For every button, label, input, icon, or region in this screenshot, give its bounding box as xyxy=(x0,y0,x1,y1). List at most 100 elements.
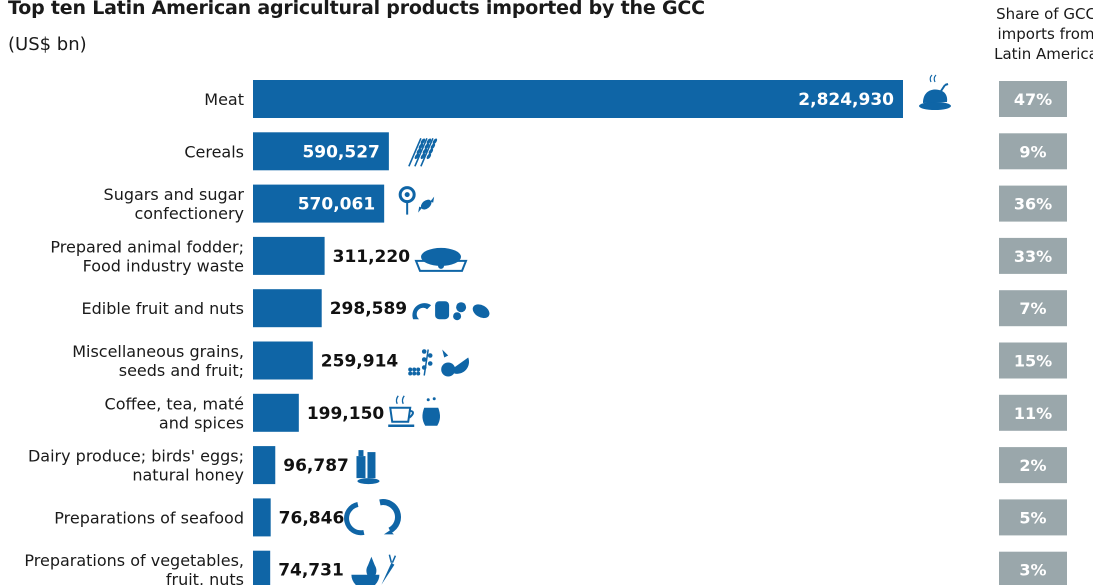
grain-shape xyxy=(416,148,422,155)
bar xyxy=(253,289,322,328)
almond-shape xyxy=(472,304,490,319)
value-label: 74,731 xyxy=(278,561,344,581)
bar xyxy=(253,341,313,380)
category-label-line: Miscellaneous grains, xyxy=(72,342,244,361)
category-label: Miscellaneous grains, seeds and fruit; xyxy=(72,342,244,380)
value-label: 311,220 xyxy=(333,247,411,267)
category-label: Meat xyxy=(204,90,244,109)
dairy-icon xyxy=(356,450,380,485)
category-label-line: Edible fruit and nuts xyxy=(82,299,244,318)
share-label: 11% xyxy=(1014,404,1052,423)
category-label: Cereals xyxy=(184,142,244,161)
steam-shape xyxy=(395,395,405,405)
berry-shape xyxy=(421,349,427,354)
berry-shape xyxy=(421,365,427,370)
share-badge xyxy=(999,394,1067,431)
berry-shape xyxy=(421,357,427,362)
cashew-shape xyxy=(412,303,432,320)
chart-title: Top ten Latin American agricultural prod… xyxy=(8,0,705,19)
lollipop-center-shape xyxy=(404,192,410,198)
bar xyxy=(253,132,389,171)
bar xyxy=(253,236,325,275)
bottle-neck-shape xyxy=(358,450,364,457)
grain-shape xyxy=(426,153,432,160)
cup-handle-shape xyxy=(408,409,414,419)
plate-shape xyxy=(919,102,951,110)
melon-shape xyxy=(351,574,380,585)
share-badge xyxy=(999,237,1067,274)
grain-shape xyxy=(418,143,424,150)
grain-shape xyxy=(430,143,436,150)
share-badge xyxy=(999,447,1067,484)
share-badge xyxy=(999,551,1067,585)
stalk-shape xyxy=(420,137,434,167)
category-label-line: Sugars and sugar xyxy=(104,185,245,204)
berry-shape xyxy=(427,361,433,366)
stem-shape xyxy=(423,349,429,376)
melon-slice-shape xyxy=(454,357,470,374)
share-badge xyxy=(999,133,1067,170)
category-label-line: Dairy produce; birds' eggs; xyxy=(28,447,244,466)
leaf-shape xyxy=(442,349,449,358)
wrapped-candy-shape xyxy=(420,199,432,210)
share-label: 2% xyxy=(1019,456,1046,475)
category-label-line: Coffee, tea, maté xyxy=(105,394,244,413)
category-label: Prepared animal fodder; Food industry was… xyxy=(50,237,244,275)
chicken-shape xyxy=(923,89,948,103)
share-badge xyxy=(999,185,1067,222)
fruit-nuts-icon xyxy=(412,301,490,321)
share-label: 7% xyxy=(1019,299,1046,318)
steam-shape xyxy=(929,74,937,83)
chart-subtitle: (US$ bn) xyxy=(8,34,87,55)
seed-shape xyxy=(412,367,417,372)
pineapple-crown-shape xyxy=(367,556,376,567)
grain-shape xyxy=(414,153,420,160)
coffee-tea-icon xyxy=(388,395,441,428)
carrot-shape xyxy=(381,562,395,585)
share-header-line-2: imports from xyxy=(997,25,1093,43)
category-label-line: natural honey xyxy=(132,466,244,485)
stalk-shape xyxy=(414,137,428,167)
prawn-shape xyxy=(344,501,365,536)
shrimp-tail-shape xyxy=(383,530,394,535)
seed-shape xyxy=(416,371,421,376)
bar xyxy=(253,498,271,537)
value-label: 570,061 xyxy=(298,195,375,215)
value-label: 199,150 xyxy=(307,404,385,424)
wheat-icon xyxy=(408,137,438,167)
carrot-leaf-shape xyxy=(388,554,397,563)
milk-bottle-shape xyxy=(356,456,366,479)
category-label-line: confectionery xyxy=(134,204,244,223)
cheese-shape xyxy=(357,478,380,485)
category-label: Preparations of vegetables, fruit, nuts xyxy=(24,551,244,585)
pet-food-bowl-icon xyxy=(414,247,468,272)
seafood-icon xyxy=(344,499,401,536)
value-label: 76,846 xyxy=(279,508,345,528)
category-label-line: and spices xyxy=(159,413,244,432)
share-label: 15% xyxy=(1014,352,1052,371)
category-label: Coffee, tea, maté and spices xyxy=(105,394,244,432)
category-label-line: Preparations of vegetables, xyxy=(24,551,244,570)
share-label: 5% xyxy=(1019,508,1046,527)
value-label: 590,527 xyxy=(302,142,379,162)
spice-dot-shape xyxy=(426,398,430,402)
grains-fruit-icon xyxy=(408,349,470,377)
seed-shape xyxy=(416,367,421,372)
drumstick-shape xyxy=(940,83,949,92)
grain-shape xyxy=(422,148,428,155)
value-label: 2,824,930 xyxy=(798,90,894,110)
seed-shape xyxy=(408,371,413,376)
share-column-header: Share of GCC imports from Latin America xyxy=(960,4,1093,64)
bar xyxy=(253,550,271,585)
seed-shape xyxy=(408,367,413,372)
berry-shape xyxy=(427,353,433,358)
share-badge xyxy=(999,290,1067,327)
share-label: 33% xyxy=(1014,247,1052,266)
share-badge xyxy=(999,81,1067,117)
category-label: Edible fruit and nuts xyxy=(82,299,244,318)
hazelnut-shape xyxy=(453,312,462,321)
category-label-line: Prepared animal fodder; xyxy=(50,237,244,256)
grain-shape xyxy=(420,138,426,145)
pineapple-shape xyxy=(366,563,377,578)
share-label: 9% xyxy=(1019,142,1046,161)
